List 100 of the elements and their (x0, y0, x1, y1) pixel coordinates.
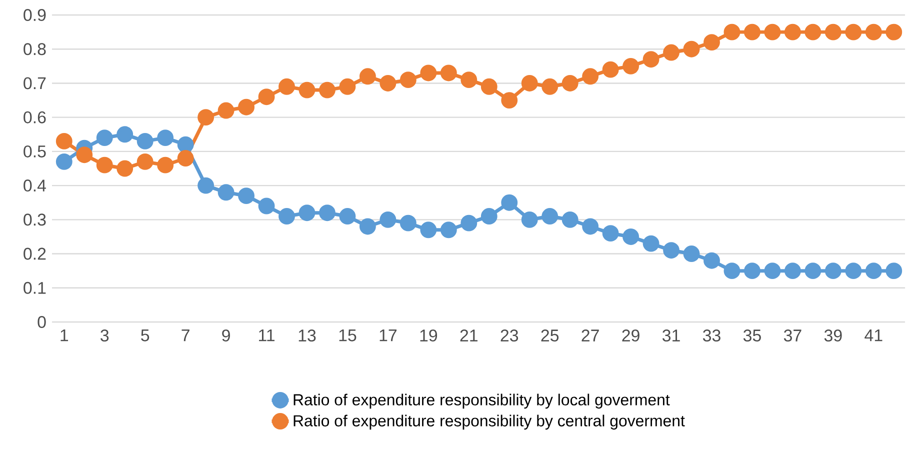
point (824, 24, 842, 40)
point (359, 68, 376, 85)
point (704, 252, 720, 269)
point (420, 222, 437, 238)
point (501, 92, 518, 109)
point (501, 194, 518, 211)
point (602, 61, 619, 78)
point (218, 184, 234, 201)
x-tick-label: 33 (702, 330, 720, 342)
point (380, 75, 396, 92)
point (642, 235, 660, 252)
point (724, 262, 740, 280)
point (177, 150, 194, 166)
point (582, 218, 599, 235)
point (602, 225, 619, 242)
point (886, 262, 902, 280)
point (764, 262, 781, 280)
point (198, 177, 214, 194)
point (744, 262, 760, 280)
point (704, 34, 720, 51)
y-tick-label: 0.8 (24, 43, 46, 56)
point (784, 262, 801, 280)
point (622, 58, 640, 74)
x-tick-label: 1 (60, 330, 68, 342)
y-tick-label: 0.7 (24, 77, 46, 90)
x-tick-label: 15 (339, 330, 356, 342)
point (683, 246, 700, 262)
point (562, 211, 578, 228)
y-tick-label: 0.3 (24, 214, 46, 226)
point (339, 208, 356, 224)
point (521, 75, 538, 92)
point (298, 82, 316, 98)
x-tick-label: 21 (460, 330, 478, 342)
point (76, 146, 93, 164)
x-tick-label: 37 (784, 330, 802, 342)
point (116, 160, 134, 177)
point (784, 24, 801, 40)
point (258, 88, 275, 106)
point (278, 208, 295, 224)
x-tick-label: 29 (622, 330, 640, 342)
point (400, 214, 416, 232)
y-tick-label: 0.6 (24, 111, 46, 124)
x-tick-label: 7 (182, 330, 190, 342)
x-tick-label: 5 (141, 330, 150, 342)
y-tick-label: 0.9 (24, 9, 46, 22)
point (824, 262, 842, 280)
legend-label: Ratio of expenditure responsibility by local goverment (294, 394, 670, 409)
point (663, 242, 680, 259)
x-tick-label: 25 (541, 330, 559, 342)
point (177, 136, 194, 153)
y-tick-label: 0.5 (24, 145, 46, 158)
point (582, 68, 599, 85)
point (542, 78, 558, 95)
point (339, 78, 356, 95)
point (136, 132, 154, 150)
point (622, 228, 640, 245)
point (278, 78, 295, 95)
point (238, 98, 254, 116)
point (420, 64, 437, 82)
point (359, 218, 376, 235)
point (400, 72, 416, 88)
point (542, 208, 558, 224)
point (865, 24, 882, 40)
point (521, 211, 538, 228)
y-tick-label: 0.1 (24, 282, 46, 294)
point (319, 204, 336, 222)
point (460, 214, 478, 232)
x-tick-label: 27 (582, 330, 599, 342)
point (319, 82, 336, 98)
point (764, 24, 781, 40)
point (642, 51, 660, 68)
point (380, 211, 396, 228)
point (663, 44, 680, 61)
x-tick-label: 11 (259, 330, 274, 342)
point (136, 153, 154, 170)
x-tick-label: 41 (864, 330, 882, 342)
point (56, 153, 72, 170)
x-tick-label: 23 (500, 330, 518, 342)
point (238, 188, 254, 204)
point (804, 262, 822, 280)
y-tick-label: 0 (38, 316, 46, 328)
legend-label: Ratio of expenditure responsibility by central goverment (294, 414, 685, 430)
x-tick-label: 39 (824, 330, 842, 342)
point (198, 109, 214, 126)
point (845, 262, 862, 280)
point (157, 156, 174, 174)
x-tick-label: 17 (380, 330, 396, 342)
point (683, 40, 700, 58)
point (157, 130, 174, 146)
point (218, 102, 234, 119)
point (804, 24, 822, 40)
point (440, 64, 457, 82)
y-tick-label: 0.2 (24, 248, 46, 260)
point (440, 222, 457, 238)
point (744, 24, 760, 40)
point (865, 262, 882, 280)
point (562, 75, 578, 92)
x-tick-label: 9 (222, 330, 230, 342)
point (480, 208, 498, 224)
point (724, 24, 740, 40)
